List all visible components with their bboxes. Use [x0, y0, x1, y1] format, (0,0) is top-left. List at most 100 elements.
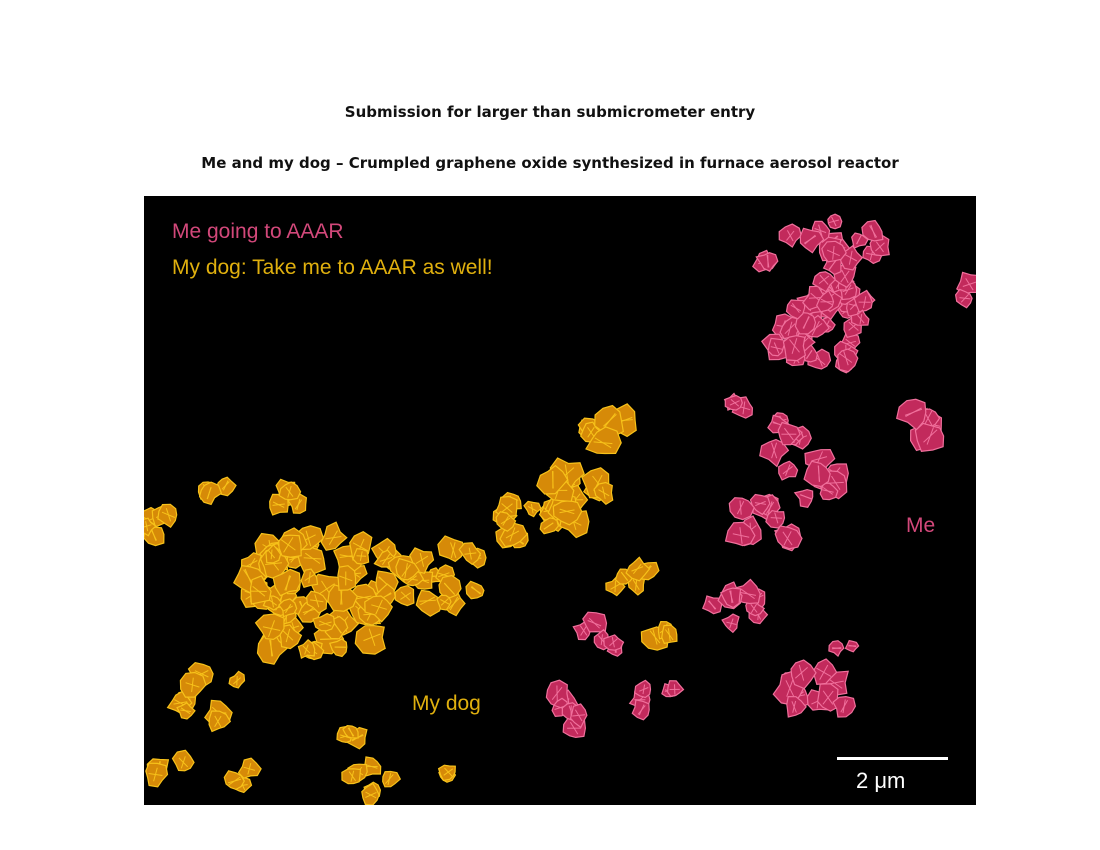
particle-wrinkle — [856, 235, 862, 245]
particle-wrinkle — [765, 501, 775, 514]
particle-wrinkle — [603, 414, 617, 427]
particle-wrinkle — [614, 581, 616, 593]
particle — [785, 299, 806, 320]
particle-wrinkle — [792, 700, 797, 713]
particle-wrinkle — [379, 556, 393, 562]
particle — [724, 394, 743, 411]
particle — [728, 497, 755, 521]
particle-wrinkle — [288, 556, 300, 561]
particle — [312, 612, 336, 632]
particle-wrinkle — [303, 557, 322, 560]
particle — [853, 289, 873, 313]
particle — [415, 589, 444, 617]
particle-wrinkle — [822, 690, 834, 705]
particle — [593, 481, 614, 506]
particle — [305, 590, 328, 614]
particle-wrinkle — [371, 604, 387, 610]
particle-wrinkle — [791, 338, 798, 354]
particle-wrinkle — [832, 647, 842, 650]
particle-wrinkle — [222, 480, 229, 491]
particle-wrinkle — [782, 531, 793, 546]
particle-wrinkle — [635, 578, 638, 591]
particle — [198, 481, 223, 506]
particle-wrinkle — [214, 715, 222, 728]
particle-wrinkle — [774, 512, 779, 524]
particle-wrinkle — [739, 591, 756, 596]
particle-wrinkle — [318, 621, 332, 626]
particle-wrinkle — [148, 773, 163, 776]
particle-wrinkle — [178, 757, 189, 768]
particle — [724, 521, 756, 547]
particle-wrinkle — [875, 241, 884, 253]
particle-wrinkle — [404, 563, 408, 578]
particle — [777, 421, 801, 446]
particle-wrinkle — [252, 586, 266, 597]
particle-wrinkle — [638, 704, 645, 716]
particle-wrinkle — [843, 351, 849, 366]
particle-wrinkle — [449, 596, 459, 611]
particle-wrinkle — [736, 500, 745, 515]
particle-wrinkle — [304, 644, 309, 655]
particle — [790, 659, 817, 690]
particle-wrinkle — [356, 595, 372, 600]
particle-wrinkle — [785, 680, 795, 697]
particle-wrinkle — [328, 530, 338, 545]
particle-wrinkle — [790, 304, 802, 312]
particle-wrinkle — [543, 522, 554, 530]
particle-wrinkle — [611, 636, 615, 648]
particle-field — [144, 213, 976, 805]
particle-wrinkle — [165, 508, 172, 522]
particle — [666, 680, 685, 698]
particle-wrinkle — [144, 524, 152, 528]
particle — [278, 598, 298, 618]
particle-wrinkle — [340, 588, 343, 605]
particle-wrinkle — [814, 228, 827, 234]
particle-wrinkle — [770, 346, 783, 350]
particle-wrinkle — [786, 230, 795, 241]
particle-wrinkle — [822, 487, 833, 495]
particle — [778, 460, 799, 481]
particle-wrinkle — [296, 498, 301, 511]
particle — [759, 438, 790, 468]
particle-wrinkle — [602, 486, 606, 499]
particle-wrinkle — [303, 606, 315, 616]
particle-wrinkle — [191, 677, 194, 693]
label-me: Me — [906, 514, 936, 537]
particle-wrinkle — [280, 539, 296, 551]
particle — [767, 337, 787, 357]
particle-wrinkle — [819, 274, 829, 285]
particle-wrinkle — [359, 551, 363, 561]
particle-wrinkle — [859, 314, 863, 325]
particle-wrinkle — [766, 254, 770, 268]
particle-wrinkle — [305, 530, 312, 547]
particle-wrinkle — [502, 516, 509, 526]
particle-wrinkle — [588, 617, 600, 629]
particle-wrinkle — [420, 596, 436, 606]
particle — [329, 638, 348, 658]
scale-bar-line — [837, 757, 948, 760]
particle — [249, 575, 272, 605]
particle — [837, 348, 859, 373]
particle-wrinkle — [579, 625, 588, 636]
particle — [272, 568, 301, 597]
particle — [812, 271, 837, 293]
particle-wrinkle — [803, 316, 810, 329]
particle — [536, 464, 569, 495]
particle — [354, 624, 386, 655]
label-my-dog: My dog — [412, 692, 481, 715]
particle — [144, 517, 157, 537]
particle — [254, 613, 285, 641]
label-my-dog-caption: My dog: Take me to AAAR as well! — [172, 256, 493, 279]
particle-wrinkle — [587, 426, 595, 438]
particle-wrinkle — [817, 465, 821, 482]
particle-wrinkle — [798, 664, 805, 681]
particle — [634, 679, 652, 699]
particle-wrinkle — [771, 442, 778, 459]
particle-wrinkle — [806, 349, 813, 360]
particle-wrinkle — [400, 591, 411, 601]
particle — [749, 493, 771, 516]
particle — [337, 565, 357, 591]
particle-wrinkle — [841, 269, 849, 284]
particle — [755, 252, 779, 272]
